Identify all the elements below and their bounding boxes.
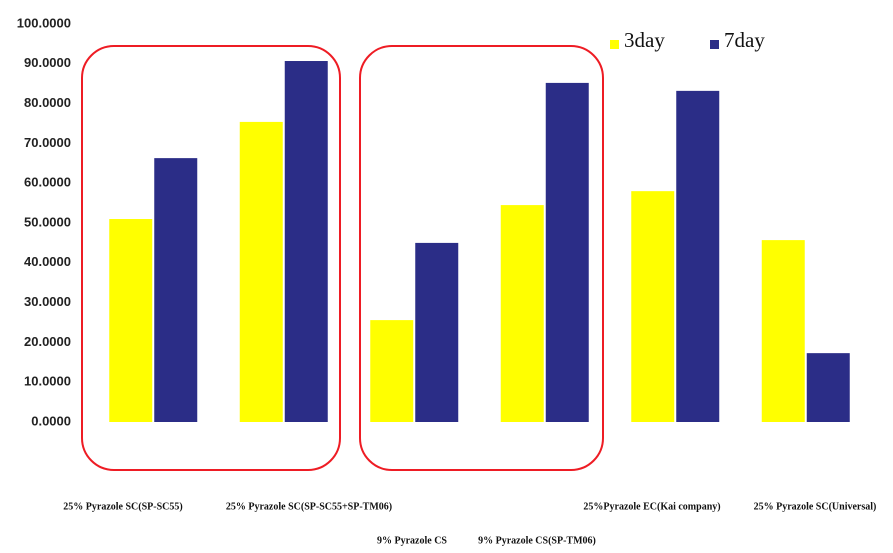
bar (415, 242, 459, 422)
y-tick-label: 80.0000 (24, 95, 71, 110)
bar (761, 240, 805, 422)
x-tick-label: 25%Pyrazole EC(Kai company) (583, 501, 720, 512)
bar (806, 353, 850, 422)
bar (284, 61, 328, 422)
bar (239, 121, 283, 423)
bar (370, 320, 414, 422)
y-tick-label: 60.0000 (24, 175, 71, 190)
x-tick-label: 25% Pyrazole SC(Universal) (754, 501, 877, 512)
y-tick-label: 30.0000 (24, 294, 71, 309)
bar (154, 158, 198, 422)
bar (631, 191, 675, 422)
y-tick-label: 10.0000 (24, 374, 71, 389)
bar (545, 82, 589, 423)
bar (109, 219, 153, 422)
x-tick-label: 25% Pyrazole SC(SP-SC55) (63, 501, 182, 512)
x-tick-label: 9% Pyrazole CS(SP-TM06) (478, 535, 596, 546)
legend-label: 3day (624, 28, 665, 52)
y-tick-label: 100.0000 (17, 15, 71, 30)
x-tick-label: 25% Pyrazole SC(SP-SC55+SP-TM06) (226, 501, 392, 512)
x-tick-label: 9% Pyrazole CS (377, 535, 447, 546)
y-tick-label: 70.0000 (24, 135, 71, 150)
bar (676, 90, 720, 422)
y-tick-label: 0.0000 (31, 413, 71, 428)
highlight-box (81, 45, 341, 471)
y-tick-label: 90.0000 (24, 55, 71, 70)
legend-label: 7day (724, 28, 765, 52)
y-tick-label: 20.0000 (24, 334, 71, 349)
bar (500, 205, 544, 422)
y-tick-label: 50.0000 (24, 214, 71, 229)
legend-swatch (710, 40, 719, 49)
y-tick-label: 40.0000 (24, 254, 71, 269)
legend-swatch (610, 40, 619, 49)
highlight-box (359, 45, 604, 471)
